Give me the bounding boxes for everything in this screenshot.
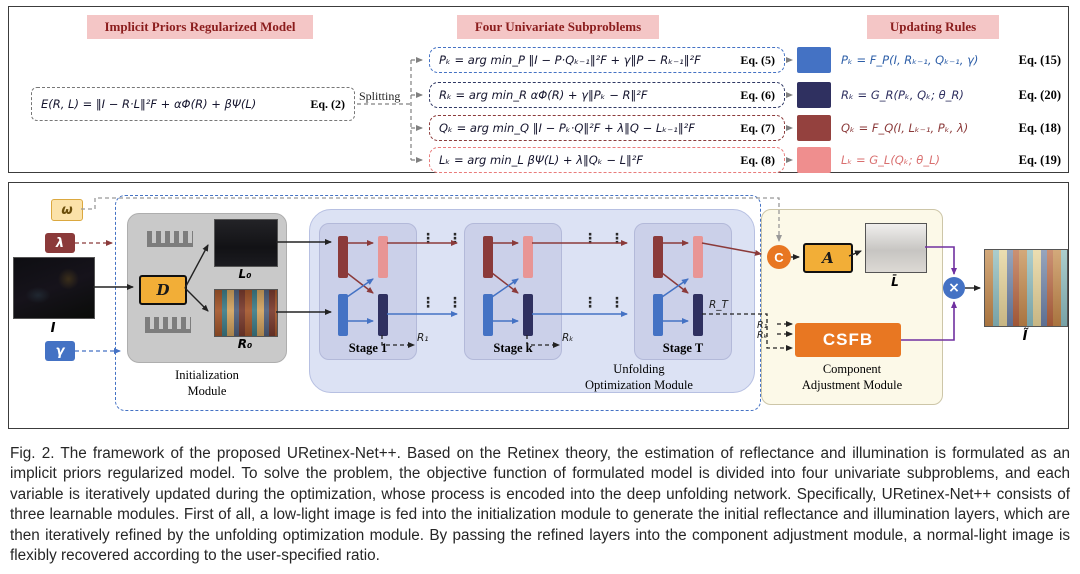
unfolding-boundary <box>115 195 761 411</box>
rule-l-eq-number: Eq. (19) <box>1018 152 1061 167</box>
r-update-bar <box>693 294 703 336</box>
model-eq-number: Eq. (2) <box>310 96 345 111</box>
rule-q-eq-number: Eq. (18) <box>1018 120 1061 135</box>
output-enhanced-image <box>984 249 1068 327</box>
splitting-label: Splitting <box>359 89 401 103</box>
decomposition-operator-box: D <box>139 275 187 305</box>
subproblem-p-eq-number: Eq. (5) <box>740 52 775 67</box>
rule-color-swatch-q <box>797 115 831 141</box>
updating-rule-p: Pₖ = F_P(I, Rₖ₋₁, Qₖ₋₁, γ) Eq. (15) <box>797 47 1061 73</box>
stage-1: Stage 1 <box>319 223 417 360</box>
filter-stack-icon <box>145 317 191 333</box>
rule-p-eq-number: Eq. (15) <box>1018 52 1061 67</box>
input-image-label: I <box>50 321 56 336</box>
architecture-panel: ω λ I γ D L₀ R₀ Initialization Module St… <box>8 182 1069 429</box>
rule-l-equation: Lₖ = G_L(Qₖ; θ_L) <box>841 153 940 167</box>
header-four-subproblems: Four Univariate Subproblems <box>457 15 659 39</box>
csfb-block: CSFB <box>795 323 901 357</box>
header-updating-rules: Updating Rules <box>867 15 999 39</box>
rule-color-swatch-r <box>797 82 831 108</box>
adjusted-illumination-image <box>865 223 927 273</box>
subproblem-l-eq-number: Eq. (8) <box>740 152 775 167</box>
r-update-bar <box>378 294 388 336</box>
subproblem-box-p: Pₖ = arg min_P ‖I − P·Qₖ₋₁‖²F + γ‖P − Rₖ… <box>429 47 785 73</box>
adjustment-module-title: Component Adjustment Module <box>801 362 903 393</box>
subproblem-q-eq-number: Eq. (7) <box>740 120 775 135</box>
rule-r-equation: Rₖ = G_R(Pₖ, Qₖ; θ_R) <box>841 88 964 102</box>
output-image-label: Ĩ <box>1022 329 1028 344</box>
subproblem-q-equation: Qₖ = arg min_Q ‖I − Pₖ·Q‖²F + λ‖Q − Lₖ₋₁… <box>439 121 695 135</box>
stage-1-label: Stage 1 <box>348 341 388 355</box>
rule-color-swatch-l <box>797 147 831 173</box>
rule-r-eq-number: Eq. (20) <box>1018 87 1061 102</box>
p-update-bar <box>338 294 348 336</box>
updating-rule-l: Lₖ = G_L(Qₖ; θ_L) Eq. (19) <box>797 147 1061 173</box>
q-update-bar <box>653 236 663 278</box>
subproblem-box-l: Lₖ = arg min_L βΨ(L) + λ‖Qₖ − L‖²F Eq. (… <box>429 147 785 173</box>
l-update-bar <box>523 236 533 278</box>
unfolding-module-title: Unfolding Optimization Module <box>585 362 693 393</box>
l0-label: L₀ <box>238 267 252 281</box>
p-update-bar <box>653 294 663 336</box>
subproblem-p-equation: Pₖ = arg min_P ‖I − P·Qₖ₋₁‖²F + γ‖P − Rₖ… <box>439 53 701 67</box>
subproblem-r-eq-number: Eq. (6) <box>740 87 775 102</box>
initial-reflectance-image <box>214 289 278 337</box>
model-equation: E(R, L) = ‖I − R·L‖²F + αΦ(R) + βΨ(L) <box>41 97 257 111</box>
initial-illumination-image <box>214 219 278 267</box>
stage-k: Stage k <box>464 223 562 360</box>
r0-label: R₀ <box>237 337 253 351</box>
rule-p-equation: Pₖ = F_P(I, Rₖ₋₁, Qₖ₋₁, γ) <box>841 53 979 67</box>
param-omega: ω <box>51 199 83 221</box>
csfb-input-rk-label: Rₖ <box>757 330 768 341</box>
formulation-panel: Implicit Priors Regularized Model Four U… <box>8 6 1069 173</box>
updating-rule-r: Rₖ = G_R(Pₖ, Qₖ; θ_R) Eq. (20) <box>797 82 1061 108</box>
initialization-module-title: Initialization Module <box>175 368 239 399</box>
concat-node: C <box>767 245 791 269</box>
rule-color-swatch-p <box>797 47 831 73</box>
param-lambda: λ <box>45 233 75 253</box>
stage-T-label: Stage T <box>662 341 704 355</box>
param-gamma: γ <box>45 341 75 361</box>
figure-caption: Fig. 2. The framework of the proposed UR… <box>10 445 1070 565</box>
stage1-reflectance-output-label: R₁ <box>417 332 429 344</box>
r-update-bar <box>523 294 533 336</box>
rule-q-equation: Qₖ = F_Q(I, Lₖ₋₁, Pₖ, λ) <box>841 121 969 135</box>
repetition-dots: ⋮ ⋮ <box>421 295 466 311</box>
stage-T: Stage T <box>634 223 732 360</box>
multiply-node: × <box>943 277 965 299</box>
subproblem-box-q: Qₖ = arg min_Q ‖I − Pₖ·Q‖²F + λ‖Q − Lₖ₋₁… <box>429 115 785 141</box>
filter-stack-icon <box>147 231 193 247</box>
stageT-reflectance-output-label: R_T <box>709 299 728 311</box>
subproblem-l-equation: Lₖ = arg min_L βΨ(L) + λ‖Qₖ − L‖²F <box>439 153 644 167</box>
subproblem-box-r: Rₖ = arg min_R αΦ(R) + γ‖Pₖ − R‖²F Eq. (… <box>429 82 785 108</box>
repetition-dots: ⋮ ⋮ <box>421 231 466 247</box>
lbar-label: L̄ <box>891 275 899 289</box>
subproblem-r-equation: Rₖ = arg min_R αΦ(R) + γ‖Pₖ − R‖²F <box>439 88 648 102</box>
repetition-dots: ⋮ ⋮ <box>583 231 628 247</box>
repetition-dots: ⋮ ⋮ <box>583 295 628 311</box>
model-equation-box: E(R, L) = ‖I − R·L‖²F + αΦ(R) + βΨ(L) Eq… <box>31 87 355 121</box>
adjustment-operator-box: A <box>803 243 853 273</box>
stage-k-label: Stage k <box>493 341 533 355</box>
q-update-bar <box>338 236 348 278</box>
input-low-light-image <box>13 257 95 319</box>
l-update-bar <box>378 236 388 278</box>
l-update-bar <box>693 236 703 278</box>
p-update-bar <box>483 294 493 336</box>
stagek-reflectance-output-label: Rₖ <box>562 332 574 344</box>
header-implicit-priors-model: Implicit Priors Regularized Model <box>87 15 313 39</box>
updating-rule-q: Qₖ = F_Q(I, Lₖ₋₁, Pₖ, λ) Eq. (18) <box>797 115 1061 141</box>
q-update-bar <box>483 236 493 278</box>
